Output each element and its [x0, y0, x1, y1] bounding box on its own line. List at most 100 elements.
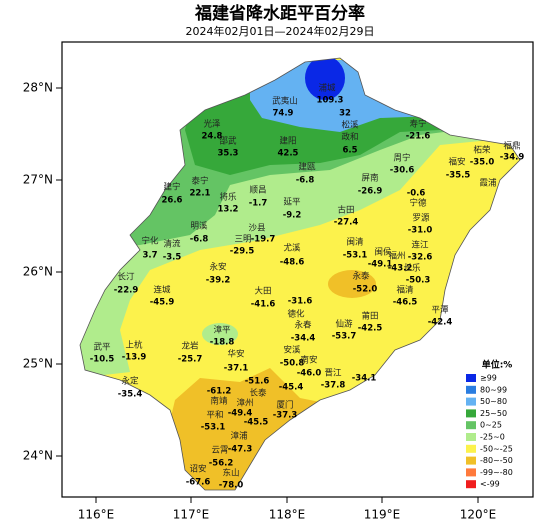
lon-label: 120°E — [460, 508, 497, 522]
map-frame — [61, 41, 534, 498]
station-value: -3.5 — [163, 253, 182, 263]
station-name: 延平 — [283, 197, 301, 208]
station-value: -26.9 — [358, 187, 383, 197]
station-value: 35.3 — [218, 149, 239, 159]
station-value: -52.0 — [353, 285, 378, 295]
station-name: 尤溪 — [283, 243, 301, 254]
station-name: 仙游 — [335, 319, 353, 330]
station-value: -34.9 — [500, 153, 525, 163]
station-name: 云霄 — [211, 446, 228, 456]
station-name: 罗源 — [412, 214, 430, 224]
station-name: 松溪 — [341, 120, 359, 131]
station-value: -31.6 — [288, 297, 313, 307]
station-name: 宁化 — [141, 236, 159, 247]
legend-swatch — [466, 397, 476, 406]
legend-label: -99~-80 — [480, 468, 513, 477]
station-value: 26.6 — [162, 196, 183, 206]
station-name: 武平 — [93, 342, 111, 353]
station-value: -39.2 — [206, 276, 231, 286]
station-value: -32.6 — [408, 253, 433, 263]
station-value: -67.6 — [186, 478, 211, 488]
station-value: -35.0 — [470, 158, 495, 168]
station-name: 平和 — [206, 411, 223, 421]
station-value: -6.8 — [296, 176, 315, 186]
station-name: 漳平 — [213, 325, 231, 336]
station-value: -19.7 — [251, 235, 276, 245]
station-name: 东山 — [222, 468, 239, 479]
legend-title: 单位:% — [482, 359, 513, 371]
legend-label: -25~0 — [480, 433, 505, 442]
legend-label: -80~-50 — [480, 456, 513, 465]
station-value: -42.5 — [358, 324, 383, 334]
station-name: 永春 — [294, 320, 312, 331]
lon-label: 119°E — [364, 508, 401, 522]
title: 福建省降水距平百分率 — [194, 3, 365, 24]
station-name: 龙岩 — [181, 341, 199, 352]
station-name: 建宁 — [163, 182, 180, 193]
station-name: 厦门 — [276, 400, 293, 411]
station-name: 漳州 — [236, 398, 253, 409]
station-value: -53.7 — [332, 332, 357, 342]
station-value: 74.9 — [273, 109, 294, 119]
station-value: -18.8 — [210, 338, 235, 348]
station-name: 闽清 — [346, 237, 364, 248]
station-name: 永安 — [209, 262, 226, 273]
station-name: 莆田 — [361, 311, 378, 322]
legend-label: 50~80 — [480, 397, 507, 406]
station-value: -27.4 — [334, 218, 359, 228]
station-name: 浦城 — [318, 83, 336, 94]
legend-label: -50~-25 — [480, 444, 513, 453]
station-name: 古田 — [337, 205, 354, 216]
station-value: -43.2 — [388, 264, 413, 274]
station-value: -46.5 — [393, 298, 418, 308]
station-value: -53.1 — [343, 251, 368, 261]
station-value: -50.8 — [280, 359, 305, 369]
legend-swatch — [466, 374, 476, 382]
station-value: -41.6 — [251, 300, 276, 310]
station-name: 南安 — [300, 355, 317, 366]
station-name: 长汀 — [117, 272, 135, 283]
station-name: 沙县 — [248, 224, 266, 234]
lon-label: 118°E — [269, 508, 306, 522]
station-name: 福安 — [448, 157, 465, 168]
station-value: -1.7 — [249, 199, 268, 209]
station-value: -31.0 — [408, 226, 433, 236]
station-value: -34.1 — [352, 374, 377, 384]
legend-label: 0~25 — [480, 421, 502, 430]
station-value: -56.2 — [209, 459, 234, 469]
station-name: 闽侯 — [374, 247, 392, 258]
station-name: 南靖 — [210, 396, 228, 407]
station-name: 连城 — [153, 285, 171, 296]
station-value: -53.1 — [201, 423, 226, 433]
station-name: 长乐 — [403, 263, 421, 274]
station-value: 6.5 — [342, 146, 357, 156]
station-value: -25.7 — [178, 355, 203, 365]
station-value: 3.7 — [142, 251, 157, 261]
station-name: 顺昌 — [249, 186, 266, 196]
station-value: -48.6 — [280, 258, 305, 268]
station-value: -37.8 — [321, 381, 346, 391]
station-name: 武夷山 — [272, 96, 298, 107]
station-name: 漳浦 — [230, 431, 248, 442]
legend-label: ≥99 — [480, 374, 497, 383]
station-name: 连江 — [411, 240, 429, 251]
station-name: 政和 — [341, 132, 358, 143]
station-value: 13.2 — [218, 205, 239, 215]
station-value: -61.2 — [207, 387, 232, 397]
rain-zone — [202, 323, 238, 345]
station-name: 泰宁 — [191, 176, 208, 187]
legend-swatch — [466, 456, 476, 465]
legend-swatch — [466, 421, 476, 430]
station-name: 三明 — [234, 235, 251, 245]
station-value: -29.5 — [230, 247, 255, 257]
station-value: -21.6 — [406, 132, 431, 142]
station-value: 24.8 — [202, 132, 223, 142]
rain-zone — [305, 58, 345, 100]
station-name: 建瓯 — [298, 162, 316, 173]
station-name: 明溪 — [190, 221, 208, 232]
legend-swatch — [466, 409, 476, 418]
station-name: 长泰 — [249, 388, 267, 399]
station-value: -35.4 — [118, 390, 143, 400]
station-value: -37.3 — [273, 411, 298, 421]
